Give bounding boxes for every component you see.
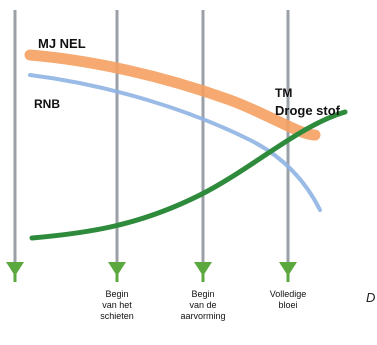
stage-label-line: aarvorming bbox=[180, 311, 226, 321]
stage-label-line: van de bbox=[189, 300, 217, 310]
tm-label: TM bbox=[275, 86, 293, 100]
cut-off-text: D bbox=[366, 290, 376, 305]
tm-droge-stof-curve bbox=[29, 109, 348, 241]
stage-arrow-1 bbox=[6, 10, 24, 282]
stage-label-line: Begin bbox=[105, 289, 129, 299]
stage-label-line: bloei bbox=[278, 300, 298, 310]
mj-nel-curve bbox=[24, 49, 321, 141]
rnb-curve bbox=[28, 73, 322, 212]
stage-label-bloei: Volledige bloei bbox=[258, 289, 318, 311]
stage-label-line: van het bbox=[102, 300, 132, 310]
stage-label-line: Begin bbox=[191, 289, 215, 299]
stage-label-line: schieten bbox=[100, 311, 134, 321]
stage-label-schieten: Begin van het schieten bbox=[87, 289, 147, 322]
stage-arrow-3 bbox=[194, 10, 212, 282]
stage-label-aarvorming: Begin van de aarvorming bbox=[173, 289, 233, 322]
rnb-label: RNB bbox=[34, 97, 60, 111]
mj-nel-label: MJ NEL bbox=[38, 36, 86, 51]
droge-stof-label: Droge stof bbox=[275, 103, 340, 118]
stage-label-line: Volledige bbox=[269, 289, 307, 299]
stage-arrow-2 bbox=[108, 10, 126, 282]
